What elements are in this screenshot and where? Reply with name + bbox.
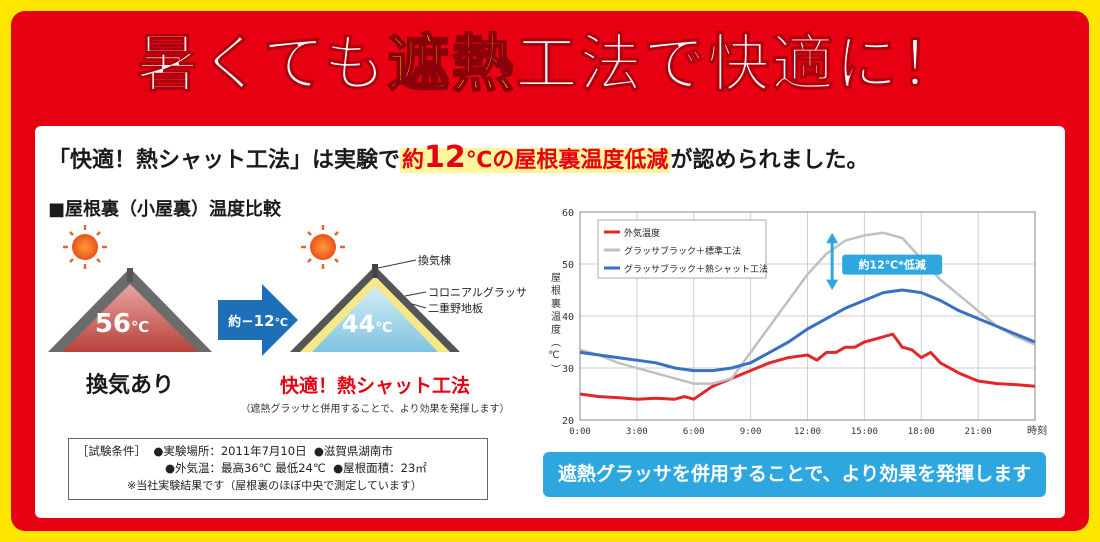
title-highlight: 遮熱 (386, 26, 516, 101)
right-note: （遮熱グラッサと併用することで、より効果を発揮します） (240, 402, 509, 415)
x-tick-label: 21:00 (965, 427, 992, 437)
x-tick-label: 6:00 (683, 427, 705, 437)
callout-ridge-vent: 換気棟 (418, 253, 451, 267)
annotation-arrowhead-down (826, 279, 839, 290)
right-temp: 44℃ (342, 310, 392, 338)
plot-frame (579, 211, 1036, 421)
series-line (579, 231, 1036, 385)
arrow-right-icon (218, 284, 298, 356)
test-conditions: ［試験条件］ ●実験場所：2011年7月10日 ●滋賀県湖南市 ●外気温：最高3… (68, 438, 488, 500)
callout-roof: コロニアルグラッサ (428, 285, 527, 299)
x-axis-label: 時刻 (1027, 424, 1047, 437)
sun-icon-left (63, 225, 107, 269)
y-tick-label: 60 (562, 208, 574, 219)
y-tick-label: 20 (562, 416, 574, 427)
comparison-subhead: ■屋根裏（小屋裏）温度比較 (48, 199, 282, 220)
arrow-label: 約−12℃ (228, 312, 288, 330)
legend-label: 外気温度 (624, 227, 660, 239)
main-title: 暑くても遮熱工法で快適に！ (136, 26, 964, 101)
right-label: 快適！熱シャット工法 (280, 374, 470, 397)
legend-label: グラッサブラック＋熱シャット工法 (624, 263, 768, 275)
y-tick-label: 50 (562, 260, 574, 271)
legend-box (597, 219, 767, 279)
y-axis-label: 屋根裏温度（℃） (548, 272, 560, 377)
left-temp: 56℃ (95, 309, 149, 339)
x-tick-label: 9:00 (740, 427, 762, 437)
annotation-box (842, 254, 943, 275)
left-label: 換気あり (86, 372, 174, 398)
temperature-line-chart: 20 30 40 50 60 0:00 3:00 6:00 9:00 12:00 15:00 18:0… (548, 208, 1047, 437)
series-line (579, 288, 1036, 373)
x-tick-label: 0:00 (569, 427, 591, 437)
annotation-label: 約12℃*低減 (858, 258, 925, 272)
house-right (290, 259, 460, 352)
house-left (48, 268, 212, 352)
x-tick-label: 15:00 (851, 427, 878, 437)
sun-icon-right (301, 225, 345, 269)
legend-label: グラッサブラック＋標準工法 (624, 245, 741, 257)
annotation-arrowhead-up (826, 232, 839, 244)
headline: 「快適！熱シャット工法」は実験で約12℃の屋根裏温度低減が認められました。 (48, 140, 869, 175)
house-comparison-diagram: 56℃ 換気あり 約−12℃ 44℃ 換気棟 コロニアルグラッサ 二重野地板 快… (48, 225, 527, 415)
x-tick-label: 12:00 (794, 427, 821, 437)
x-tick-label: 18:00 (908, 427, 935, 437)
info-banner: 遮熱グラッサを併用することで、より効果を発揮します (543, 452, 1046, 497)
series-line (579, 332, 1036, 401)
y-tick-label: 30 (562, 364, 574, 375)
x-tick-label: 3:00 (626, 427, 648, 437)
callout-board: 二重野地板 (428, 301, 483, 315)
y-tick-label: 40 (562, 312, 574, 323)
